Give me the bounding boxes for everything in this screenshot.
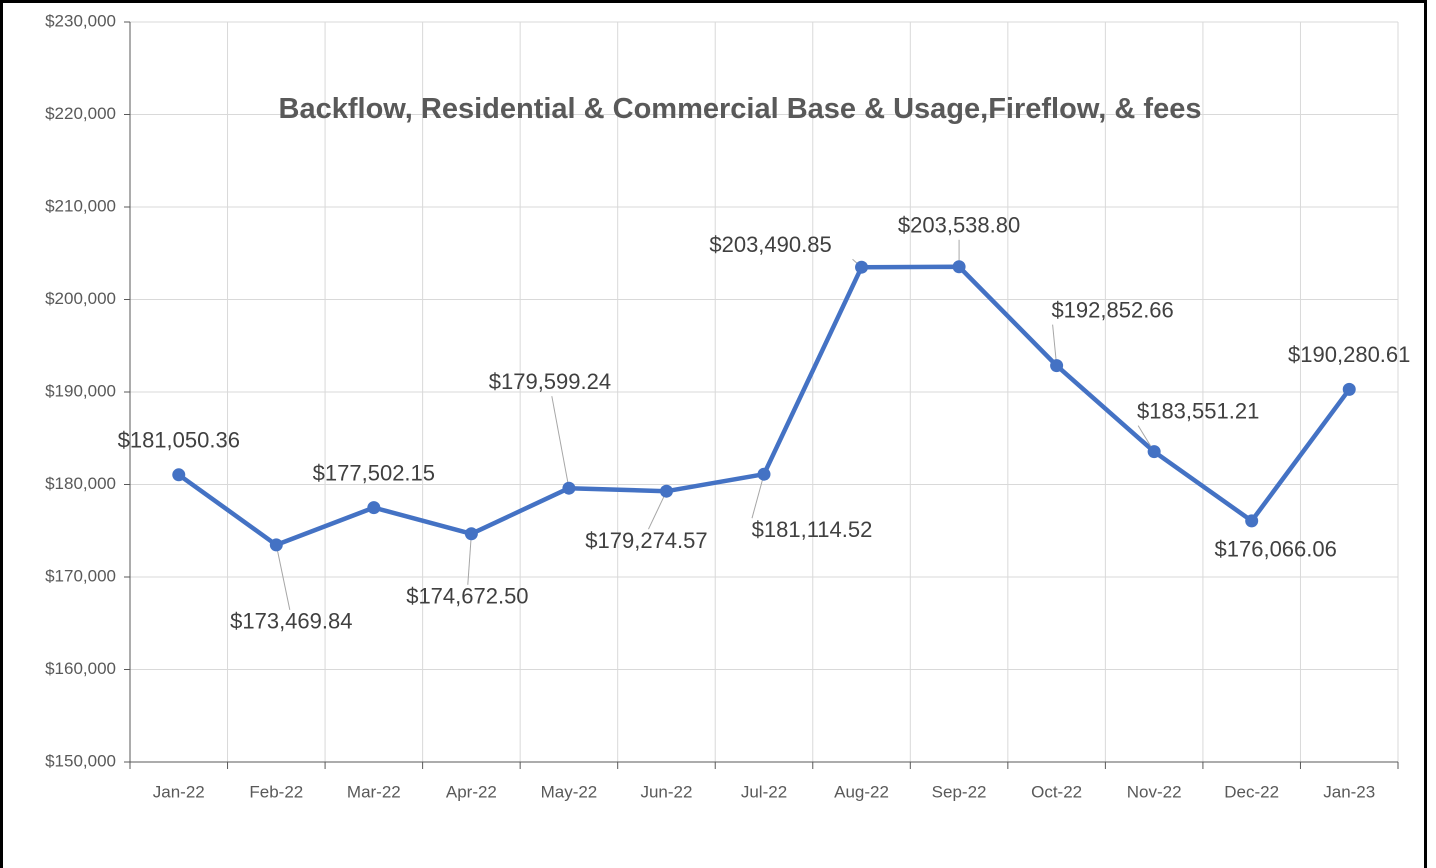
marker	[269, 538, 283, 552]
y-tick-label: $200,000	[45, 289, 116, 308]
leader-line	[648, 490, 667, 530]
marker	[1147, 445, 1161, 459]
x-tick-label: Mar-22	[347, 782, 401, 801]
y-tick-label: $170,000	[45, 566, 116, 585]
marker	[464, 527, 478, 541]
chart-title: Backflow, Residential & Commercial Base …	[278, 93, 1202, 125]
y-tick-label: $220,000	[45, 104, 116, 123]
data-label: $174,672.50	[406, 584, 528, 609]
data-label: $173,469.84	[230, 609, 352, 634]
marker	[562, 481, 576, 495]
y-tick-label: $180,000	[45, 474, 116, 493]
x-tick-label: Jun-22	[640, 782, 692, 801]
data-label: $192,852.66	[1051, 297, 1173, 322]
data-label: $183,551.21	[1137, 398, 1259, 423]
y-tick-label: $210,000	[45, 196, 116, 215]
marker	[367, 501, 381, 515]
marker	[757, 467, 771, 481]
marker	[1342, 382, 1356, 396]
y-tick-label: $190,000	[45, 381, 116, 400]
leader-line	[467, 533, 472, 585]
x-tick-label: Oct-22	[1031, 782, 1082, 801]
data-label: $203,538.80	[898, 213, 1020, 238]
leader-line	[275, 544, 291, 611]
x-tick-label: Sep-22	[932, 782, 987, 801]
data-label: $181,050.36	[118, 428, 240, 453]
x-tick-label: Jul-22	[741, 782, 787, 801]
x-tick-label: Jan-23	[1323, 782, 1375, 801]
data-label: $190,280.61	[1288, 342, 1410, 367]
marker	[855, 260, 869, 274]
data-label: $177,502.15	[313, 460, 435, 485]
marker	[1245, 514, 1259, 528]
leader-line	[551, 396, 570, 489]
marker	[1050, 359, 1064, 373]
x-tick-label: Nov-22	[1127, 782, 1182, 801]
x-tick-label: Apr-22	[446, 782, 497, 801]
x-tick-label: Dec-22	[1224, 782, 1279, 801]
marker	[952, 260, 966, 274]
x-tick-label: May-22	[541, 782, 598, 801]
data-label: $179,599.24	[489, 369, 611, 394]
x-tick-label: Jan-22	[153, 782, 205, 801]
data-label: $181,114.52	[752, 517, 873, 542]
x-tick-label: Aug-22	[834, 782, 889, 801]
leader-line	[1052, 324, 1058, 366]
data-label: $203,490.85	[709, 232, 831, 257]
x-tick-label: Feb-22	[249, 782, 303, 801]
data-label: $176,066.06	[1215, 537, 1337, 562]
y-tick-label: $160,000	[45, 659, 116, 678]
data-label: $179,274.57	[585, 528, 707, 553]
y-tick-label: $150,000	[45, 751, 116, 770]
y-tick-label: $230,000	[45, 11, 116, 30]
leader-line	[751, 474, 765, 519]
marker	[659, 484, 673, 498]
marker	[172, 468, 186, 482]
